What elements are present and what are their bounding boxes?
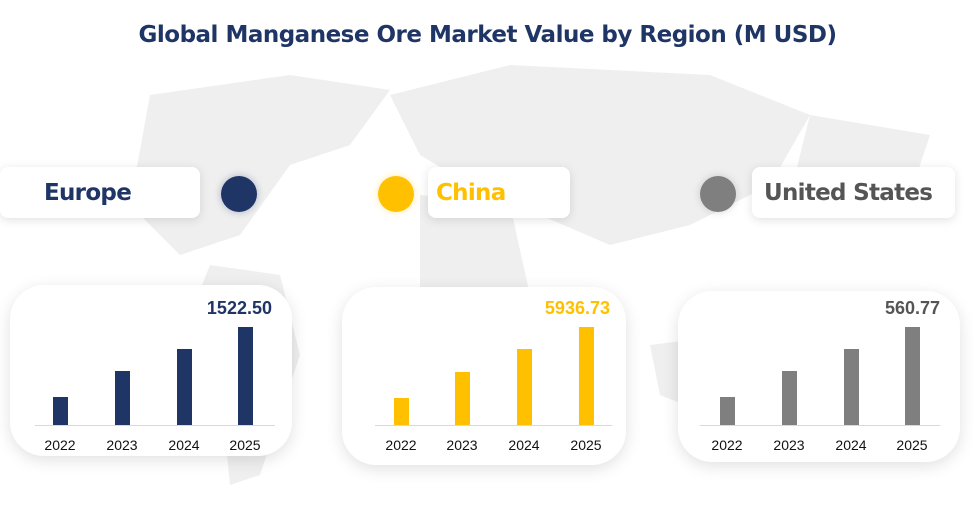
legend-label-europe: Europe [0, 167, 200, 218]
x-tick-2022: 2022 [44, 437, 76, 453]
x-tick-2025: 2025 [896, 437, 928, 453]
x-tick-2023: 2023 [106, 437, 138, 453]
legend-dot-china [378, 176, 414, 212]
bar-europe-2024 [177, 348, 192, 425]
value-label-united-states: 560.77 [884, 298, 940, 318]
chart-panel-china [342, 287, 626, 465]
x-tick-2022: 2022 [385, 437, 417, 453]
bar-europe-2025 [238, 327, 253, 425]
x-tick-2024: 2024 [508, 437, 540, 453]
bar-europe-2022 [53, 397, 68, 425]
bar-united-states-2022 [720, 397, 735, 425]
bar-china-2025 [579, 327, 594, 425]
x-tick-2023: 2023 [446, 437, 478, 453]
bar-united-states-2025 [905, 327, 920, 425]
legend-label-united-states: United States [752, 167, 955, 218]
bar-china-2023 [455, 372, 470, 425]
bar-china-2024 [517, 349, 532, 425]
x-axis-united-states [700, 425, 940, 426]
bar-china-2022 [394, 397, 409, 425]
x-axis-china [375, 425, 612, 426]
legend-dot-europe [221, 176, 257, 212]
bar-united-states-2023 [782, 370, 797, 425]
value-label-china: 5936.73 [544, 298, 610, 318]
bar-united-states-2024 [844, 348, 859, 425]
x-tick-2025: 2025 [570, 437, 602, 453]
legend-label-china: China [428, 167, 570, 218]
x-tick-2025: 2025 [229, 437, 261, 453]
x-tick-2024: 2024 [168, 437, 200, 453]
x-tick-2022: 2022 [711, 437, 743, 453]
x-tick-2024: 2024 [835, 437, 867, 453]
chart-title: Global Manganese Ore Market Value by Reg… [138, 22, 838, 48]
legend-dot-united-states [700, 176, 736, 212]
x-axis-europe [35, 425, 275, 426]
value-label-europe: 1522.50 [206, 298, 272, 318]
x-tick-2023: 2023 [773, 437, 805, 453]
bar-europe-2023 [115, 371, 130, 425]
